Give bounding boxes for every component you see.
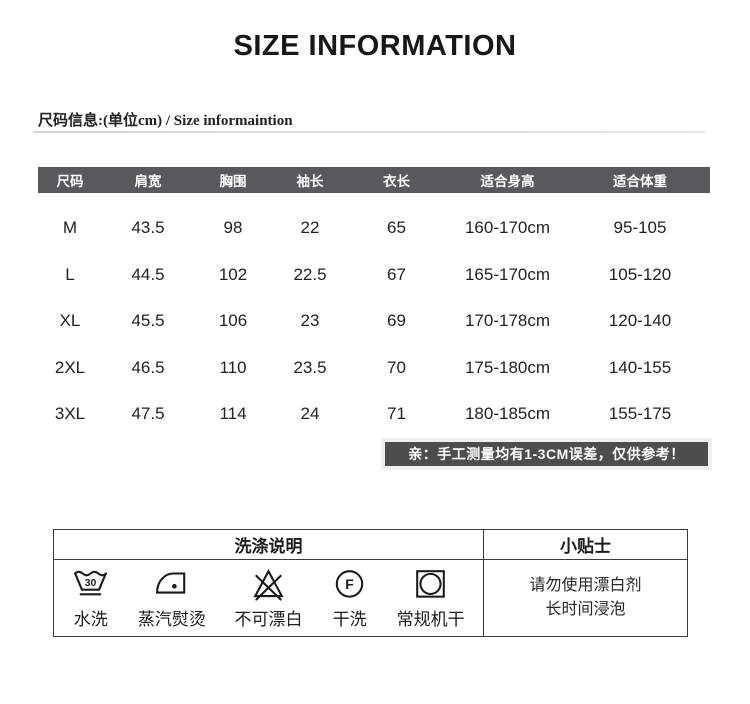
row-2xl-shoulder: 46.5 xyxy=(131,357,165,377)
table-row: M 43.5 98 22 65 160-170cm 95-105 xyxy=(38,205,710,252)
row-2xl-size: 2XL xyxy=(54,357,86,377)
row-3xl-length: 71 xyxy=(387,404,406,424)
steam-iron-icon xyxy=(153,567,190,602)
row-3xl-sleeve: 24 xyxy=(300,404,320,424)
care-instructions-box: 洗涤说明 小贴士 30 水洗 xyxy=(53,529,688,637)
column-header-shoulder: 肩宽 xyxy=(134,174,162,189)
row-m-chest: 98 xyxy=(223,218,243,238)
row-l-height: 165-170cm xyxy=(464,264,551,284)
svg-text:F: F xyxy=(345,575,353,591)
row-m-length: 65 xyxy=(387,218,406,238)
row-3xl-size: 3XL xyxy=(54,404,86,424)
row-l-weight: 105-120 xyxy=(608,264,672,284)
measurement-tolerance-note: 亲：手工测量均有1-3CM误差，仅供参考！ xyxy=(385,442,708,466)
row-m-weight: 95-105 xyxy=(613,218,667,238)
row-m-sleeve: 22 xyxy=(300,218,320,238)
row-2xl-chest: 110 xyxy=(219,357,247,377)
column-header-weight: 适合体重 xyxy=(613,174,667,189)
row-3xl-chest: 114 xyxy=(219,404,247,424)
row-m-size: M xyxy=(62,218,78,238)
row-2xl-height: 175-180cm xyxy=(464,357,551,377)
care-label: 常规机干 xyxy=(396,609,465,629)
column-header-height: 适合身高 xyxy=(480,174,535,189)
row-l-length: 67 xyxy=(387,264,406,284)
row-2xl-length: 70 xyxy=(387,357,406,377)
tips-section: 请勿使用漂白剂 长时间浸泡 xyxy=(484,560,687,636)
row-l-sleeve: 22.5 xyxy=(293,264,327,284)
row-xl-height: 170-178cm xyxy=(464,311,551,331)
row-l-shoulder: 44.5 xyxy=(131,264,165,284)
row-xl-chest: 106 xyxy=(218,311,248,331)
row-2xl-weight: 140-155 xyxy=(608,357,672,377)
care-label: 干洗 xyxy=(332,609,367,629)
tips-line-2: 长时间浸泡 xyxy=(545,601,626,618)
row-3xl-height: 180-185cm xyxy=(464,404,551,424)
care-label: 蒸汽熨烫 xyxy=(137,609,206,629)
row-3xl-shoulder: 47.5 xyxy=(131,404,165,424)
care-item-no-bleach: 不可漂白 xyxy=(234,567,302,630)
row-3xl-weight: 155-175 xyxy=(608,404,672,424)
row-xl-shoulder: 45.5 xyxy=(131,311,165,331)
size-table-header-row: 尺码 肩宽 胸围 袖长 衣长 适合身高 适合体重 xyxy=(38,167,710,193)
care-item-dry-clean: F 干洗 xyxy=(331,567,368,630)
care-label: 水洗 xyxy=(73,609,108,629)
tips-line-1: 请勿使用漂白剂 xyxy=(529,577,642,594)
no-bleach-icon xyxy=(250,567,287,602)
page-title: SIZE INFORMATION xyxy=(233,30,517,62)
row-xl-weight: 120-140 xyxy=(608,311,672,331)
row-xl-length: 69 xyxy=(387,311,406,331)
row-m-height: 160-170cm xyxy=(464,218,551,238)
table-row: 2XL 46.5 110 23.5 70 175-180cm 140-155 xyxy=(38,345,710,392)
row-m-shoulder: 43.5 xyxy=(131,218,165,238)
svg-text:30: 30 xyxy=(85,578,97,589)
care-item-iron: 蒸汽熨烫 xyxy=(138,567,206,630)
column-header-chest: 胸围 xyxy=(219,174,247,189)
wash-30-icon: 30 xyxy=(72,567,109,602)
table-caption: 尺码信息:(单位cm) / Size informaintion xyxy=(38,113,293,129)
dry-clean-f-icon: F xyxy=(331,567,368,602)
tumble-dry-icon xyxy=(412,567,449,602)
table-row: XL 45.5 106 23 69 170-178cm 120-140 xyxy=(38,298,710,345)
washing-icons-section: 30 水洗 蒸汽熨烫 xyxy=(54,560,484,636)
row-xl-size: XL xyxy=(59,311,81,331)
caption-divider xyxy=(33,131,705,133)
care-item-wash: 30 水洗 xyxy=(72,567,109,630)
tips-header: 小贴士 xyxy=(484,530,687,560)
care-item-tumble-dry: 常规机干 xyxy=(397,567,465,630)
row-l-size: L xyxy=(65,264,75,284)
column-header-sleeve: 袖长 xyxy=(296,174,324,189)
column-header-size: 尺码 xyxy=(56,174,84,189)
table-row: L 44.5 102 22.5 67 165-170cm 105-120 xyxy=(38,252,710,299)
row-xl-sleeve: 23 xyxy=(300,311,320,331)
row-2xl-sleeve: 23.5 xyxy=(293,357,327,377)
table-row: 3XL 47.5 114 24 71 180-185cm 155-175 xyxy=(38,391,710,438)
care-label: 不可漂白 xyxy=(234,609,303,629)
size-table-body: M 43.5 98 22 65 160-170cm 95-105 L 44.5 … xyxy=(38,196,710,438)
row-l-chest: 102 xyxy=(218,264,248,284)
tips-text: 请勿使用漂白剂 长时间浸泡 xyxy=(529,574,641,622)
column-header-length: 衣长 xyxy=(383,174,410,189)
washing-instructions-header: 洗涤说明 xyxy=(54,530,484,560)
